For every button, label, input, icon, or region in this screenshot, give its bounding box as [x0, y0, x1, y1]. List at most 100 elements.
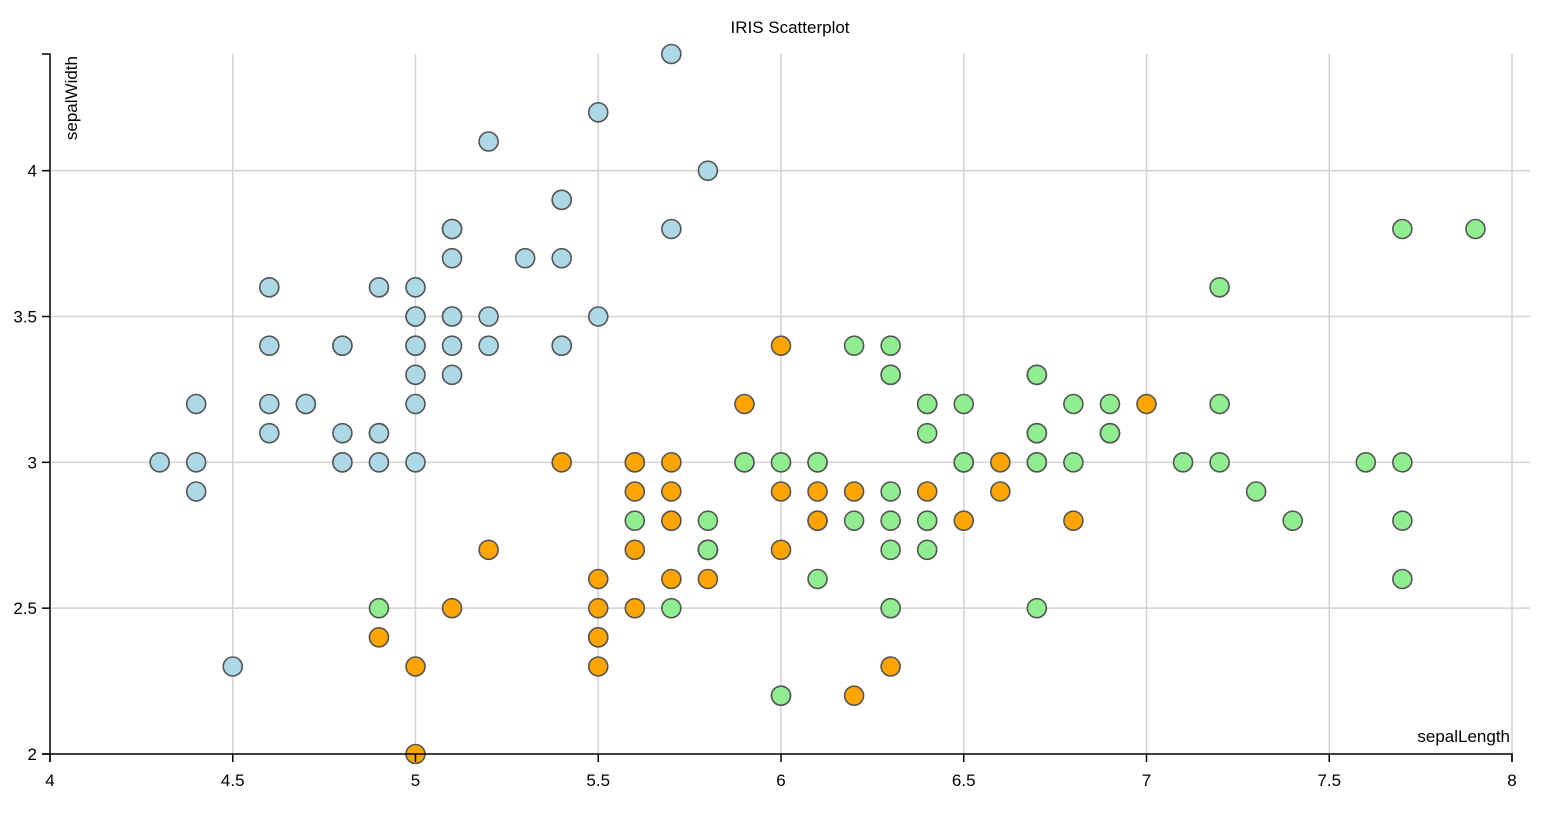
- data-point-virginica: [1392, 510, 1413, 531]
- data-point-setosa: [441, 247, 463, 269]
- y-tick-label: 3: [28, 453, 37, 472]
- data-point-versicolor: [405, 656, 426, 677]
- data-point-setosa: [405, 277, 426, 298]
- data-point-setosa: [661, 43, 682, 65]
- data-point-versicolor: [989, 452, 1011, 473]
- data-point-virginica: [953, 393, 975, 415]
- data-point-versicolor: [1063, 510, 1084, 531]
- data-point-virginica: [843, 335, 865, 356]
- data-point-versicolor: [478, 539, 499, 561]
- data-point-versicolor: [551, 452, 573, 473]
- data-point-versicolor: [770, 481, 792, 502]
- data-point-setosa: [551, 335, 573, 356]
- data-point-virginica: [697, 510, 719, 531]
- data-point-versicolor: [661, 510, 682, 531]
- data-point-setosa: [332, 335, 353, 356]
- data-point-versicolor: [843, 481, 865, 502]
- data-point-virginica: [953, 452, 975, 473]
- data-point-versicolor: [989, 481, 1011, 502]
- data-point-setosa: [222, 656, 244, 677]
- data-point-versicolor: [661, 568, 682, 590]
- x-axis: 4 4.5 5 5.5 6 6.5 7 7.5 8: [45, 753, 1517, 790]
- data-point-virginica: [916, 510, 938, 531]
- data-point-virginica: [368, 597, 390, 619]
- data-point-virginica: [1209, 393, 1230, 415]
- scatter-points: [149, 43, 1486, 765]
- data-point-versicolor: [624, 539, 646, 561]
- data-point-versicolor: [661, 452, 682, 473]
- data-point-setosa: [551, 189, 573, 211]
- data-point-setosa: [661, 218, 682, 240]
- data-point-setosa: [185, 393, 207, 415]
- data-point-setosa: [258, 335, 280, 356]
- x-tick-label: 5.5: [586, 771, 610, 790]
- data-point-virginica: [843, 510, 865, 531]
- data-point-setosa: [258, 277, 280, 298]
- x-tick-label: 6.5: [952, 771, 976, 790]
- x-tick-label: 4: [45, 771, 54, 790]
- data-point-virginica: [916, 422, 938, 444]
- data-point-virginica: [770, 452, 792, 473]
- data-point-setosa: [405, 335, 426, 356]
- data-point-versicolor: [587, 627, 609, 648]
- data-point-versicolor: [441, 597, 463, 619]
- data-point-setosa: [405, 452, 426, 473]
- data-point-virginica: [807, 568, 828, 590]
- data-point-setosa: [185, 481, 207, 502]
- data-point-versicolor: [368, 627, 390, 648]
- data-point-virginica: [1209, 277, 1230, 298]
- data-point-setosa: [441, 364, 463, 386]
- data-point-setosa: [441, 306, 463, 327]
- data-point-virginica: [880, 335, 901, 356]
- y-tick-label: 2.5: [13, 599, 37, 618]
- data-point-virginica: [1282, 510, 1303, 531]
- data-point-versicolor: [1136, 393, 1157, 415]
- data-point-setosa: [514, 247, 536, 269]
- data-point-setosa: [368, 452, 390, 473]
- data-point-versicolor: [587, 656, 609, 677]
- data-point-versicolor: [587, 597, 609, 619]
- data-point-versicolor: [880, 656, 901, 677]
- data-point-versicolor: [624, 452, 646, 473]
- data-point-setosa: [332, 452, 353, 473]
- data-point-setosa: [697, 160, 719, 181]
- data-point-virginica: [1026, 452, 1048, 473]
- x-tick-label: 7.5: [1317, 771, 1341, 790]
- data-point-versicolor: [770, 335, 792, 356]
- x-axis-label: sepalLength: [1417, 727, 1510, 746]
- data-point-virginica: [880, 510, 901, 531]
- data-point-versicolor: [807, 481, 828, 502]
- data-point-virginica: [1026, 597, 1048, 619]
- data-point-virginica: [624, 510, 646, 531]
- data-point-virginica: [1063, 393, 1084, 415]
- data-point-setosa: [551, 247, 573, 269]
- data-point-setosa: [478, 131, 499, 152]
- data-point-virginica: [880, 364, 901, 386]
- x-tick-label: 7: [1142, 771, 1151, 790]
- data-point-setosa: [441, 335, 463, 356]
- data-point-virginica: [661, 597, 682, 619]
- data-point-versicolor: [624, 597, 646, 619]
- data-point-virginica: [1063, 452, 1084, 473]
- data-point-setosa: [478, 306, 499, 327]
- data-point-virginica: [1099, 422, 1121, 444]
- data-point-setosa: [441, 218, 463, 240]
- y-axis: 2 2.5 3 3.5 4: [13, 53, 51, 764]
- y-axis-label: sepalWidth: [62, 56, 81, 140]
- data-point-versicolor: [587, 568, 609, 590]
- data-point-virginica: [916, 539, 938, 561]
- data-point-virginica: [1392, 568, 1413, 590]
- data-point-versicolor: [734, 393, 755, 415]
- x-tick-label: 4.5: [221, 771, 245, 790]
- y-tick-label: 4: [28, 162, 37, 181]
- data-point-virginica: [1026, 364, 1048, 386]
- data-point-setosa: [332, 422, 353, 444]
- y-tick-label: 2: [28, 745, 37, 764]
- data-point-versicolor: [807, 510, 828, 531]
- data-point-virginica: [1026, 422, 1048, 444]
- data-point-setosa: [405, 364, 426, 386]
- data-point-setosa: [405, 393, 426, 415]
- data-point-virginica: [1392, 218, 1413, 240]
- data-point-virginica: [1099, 393, 1121, 415]
- x-tick-label: 8: [1507, 771, 1516, 790]
